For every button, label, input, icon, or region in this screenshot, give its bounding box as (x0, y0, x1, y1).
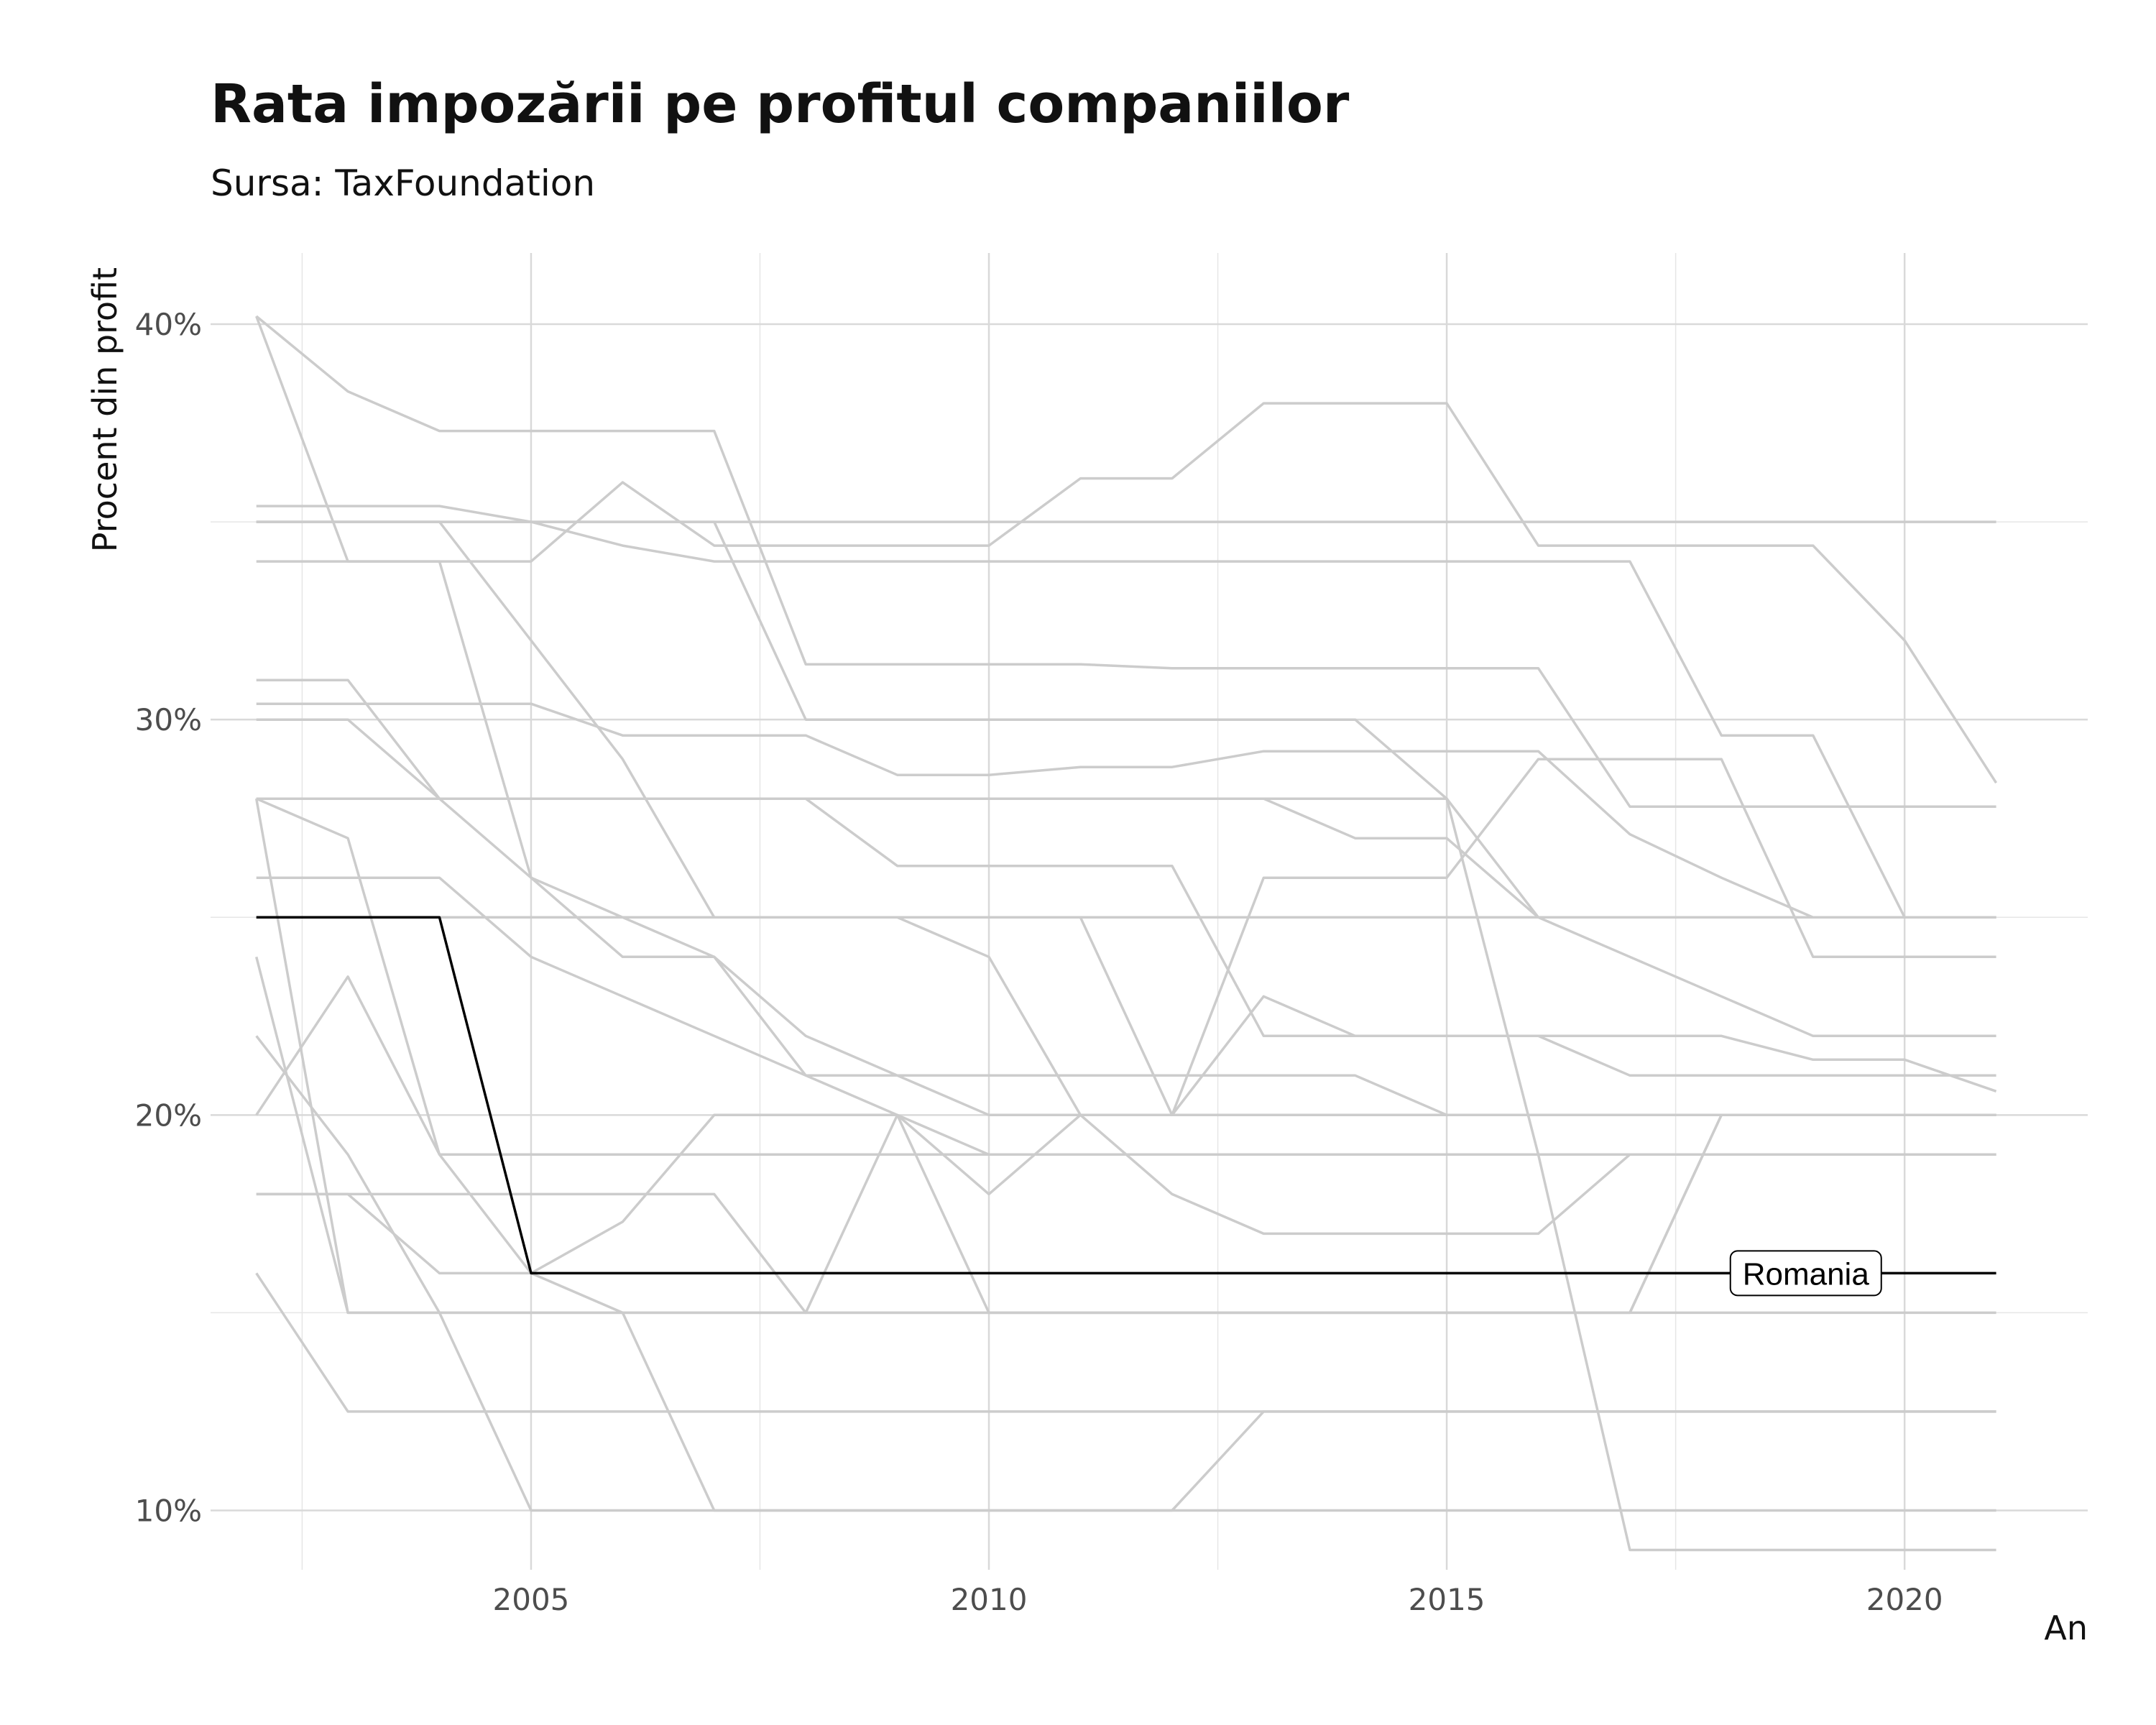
series-line-23 (256, 520, 1996, 919)
series-line-4 (256, 505, 1996, 919)
series-line-21 (256, 758, 1996, 1117)
y-tick-label: 40% (135, 307, 202, 342)
grid (211, 253, 2088, 1570)
series-line-22 (256, 718, 1996, 1552)
series-line-10 (256, 797, 1996, 1156)
y-tick-label: 10% (135, 1493, 202, 1528)
background-series (254, 315, 1998, 1552)
series-line-17 (256, 1113, 1996, 1315)
x-tick-label: 2020 (1866, 1582, 1943, 1617)
series-line-11 (254, 798, 1996, 1315)
x-tick-label: 2005 (493, 1582, 570, 1617)
axis-ticks: 10% 20% 30% 40% 2005 2010 2015 2020 (135, 307, 1943, 1617)
series-line-8 (256, 702, 1996, 919)
romania-label: Romania (1729, 1250, 1882, 1297)
y-tick-label: 20% (135, 1098, 202, 1133)
series-line-6 (256, 560, 1996, 1117)
x-tick-label: 2010 (951, 1582, 1028, 1617)
y-tick-label: 30% (135, 702, 202, 737)
romania-line (256, 916, 1996, 1275)
series-line-19 (255, 1272, 1996, 1413)
highlight-series: Romania (256, 916, 1996, 1297)
chart-subtitle: Sursa: TaxFoundation (211, 162, 596, 204)
romania-label-text: Romania (1743, 1256, 1870, 1292)
x-axis-label: An (2044, 1609, 2088, 1647)
series-line-7 (256, 678, 1996, 1117)
series-line-18 (256, 1192, 1996, 1512)
romania-label-box (1729, 1250, 1882, 1297)
series-line-1 (255, 315, 1996, 808)
series-line-2 (255, 316, 1998, 784)
x-tick-label: 2015 (1409, 1582, 1485, 1617)
chart-title: Rata impozării pe profitul companiilor (211, 73, 1350, 135)
series-line-16 (255, 975, 1996, 1315)
